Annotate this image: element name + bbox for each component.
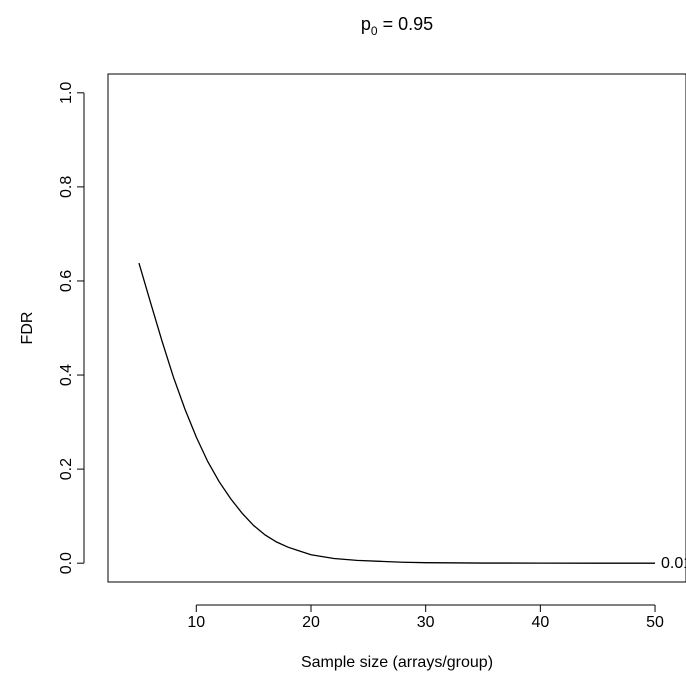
- y-axis-label: FDR: [19, 312, 36, 345]
- y-tick-label: 0.2: [58, 458, 75, 480]
- fdr-curve: [138, 262, 656, 564]
- x-tick-label: 20: [302, 614, 320, 631]
- chart-title: p0 = 0.95: [361, 14, 433, 38]
- x-tick-label: 50: [646, 614, 664, 631]
- curve-end-label: 0.01: [661, 555, 686, 572]
- chart-title-subscript: 0: [371, 24, 378, 38]
- y-tick-label: 0.0: [58, 552, 75, 574]
- plot-frame: [107, 73, 686, 583]
- y-tick-label: 0.8: [58, 176, 75, 198]
- x-axis-label: Sample size (arrays/group): [301, 654, 493, 671]
- series-layer: 0.01: [138, 262, 686, 572]
- y-tick-label: 1.0: [58, 82, 75, 104]
- x-tick-label: 40: [531, 614, 549, 631]
- y-tick-label: 0.4: [58, 364, 75, 386]
- x-tick-label: 10: [187, 614, 205, 631]
- x-tick-label: 30: [417, 614, 435, 631]
- y-tick-label: 0.6: [58, 270, 75, 292]
- y-axis: 0.0 0.2 0.4 0.6 0.8 1.0: [58, 82, 85, 574]
- x-axis: 10 20 30 40 50: [187, 604, 664, 631]
